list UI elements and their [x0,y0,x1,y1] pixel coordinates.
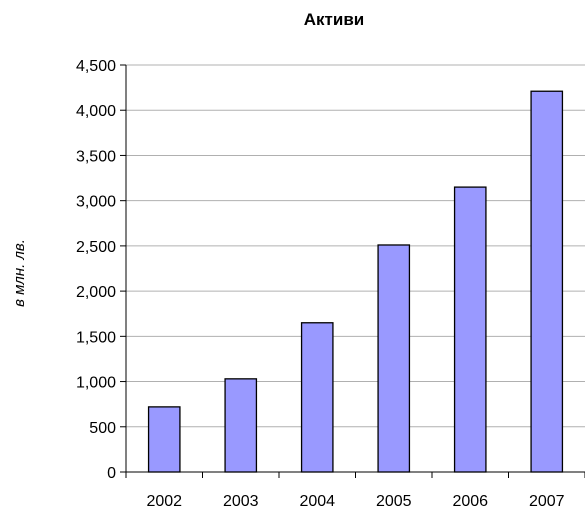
chart-title: Активи [304,10,364,29]
bar [530,90,564,473]
y-tick-labels: 0 500 1,000 1,500 2,000 2,500 3,000 3,500 4,000 4… [76,58,116,482]
y-axis-label: в млн. лв. [11,239,28,307]
y-tick-label: 1,000 [76,375,116,392]
axes [120,64,585,478]
y-tick-label: 500 [89,420,116,437]
x-tick-label: 2007 [529,493,565,510]
y-tick-label: 4,000 [76,103,116,120]
y-tick-label: 1,500 [76,329,116,346]
x-tick-label: 2005 [376,493,412,510]
x-tick-labels: 2002 2003 2004 2005 2006 2007 [146,493,564,510]
y-tick-label: 3,000 [76,194,116,211]
y-tick-label: 2,000 [76,284,116,301]
grid-lines [126,64,585,428]
bar [453,186,487,473]
y-tick-label: 0 [107,465,116,482]
y-tick-label: 4,500 [76,58,116,75]
x-tick-label: 2006 [452,493,488,510]
x-tick-label: 2003 [223,493,259,510]
bar [300,322,334,473]
y-tick-label: 3,500 [76,148,116,165]
y-tick-label: 2,500 [76,239,116,256]
x-tick-label: 2002 [146,493,182,510]
bars [147,90,564,473]
bar [224,378,258,473]
x-tick-label: 2004 [299,493,335,510]
bar [377,244,411,473]
bar [147,406,181,473]
